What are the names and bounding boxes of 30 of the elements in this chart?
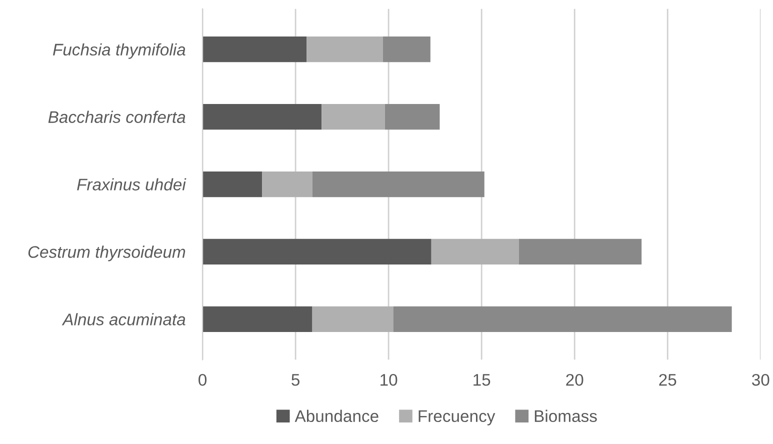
bar bbox=[202, 306, 312, 332]
x-tick-label: 5 bbox=[292, 374, 300, 386]
x-tick-label: 20 bbox=[566, 374, 584, 386]
bar bbox=[306, 36, 383, 62]
bar bbox=[312, 171, 484, 198]
bar bbox=[262, 171, 312, 198]
bar bbox=[393, 306, 732, 332]
bar bbox=[518, 238, 642, 265]
x-tick-label: 10 bbox=[380, 374, 398, 386]
bar bbox=[202, 238, 432, 265]
y-tick-label: Cestrum thyrsoideum bbox=[28, 246, 186, 262]
x-tick-label: 15 bbox=[474, 374, 490, 386]
legend-label: Abundance bbox=[294, 410, 378, 422]
y-tick-label: Fraxinus uhdei bbox=[77, 178, 186, 190]
bar bbox=[202, 171, 262, 198]
bar bbox=[382, 36, 430, 62]
y-tick-label: Baccharis conferta bbox=[48, 110, 186, 124]
bar bbox=[202, 36, 307, 62]
bar bbox=[312, 306, 394, 332]
bar bbox=[431, 238, 519, 265]
legend-label: Frecuency bbox=[418, 410, 496, 426]
x-tick-label: 0 bbox=[198, 374, 207, 386]
bar bbox=[384, 104, 440, 130]
x-tick-label: 30 bbox=[752, 374, 770, 386]
bar bbox=[322, 104, 385, 130]
x-tick-label: 25 bbox=[659, 374, 676, 386]
legend-label: Biomass bbox=[534, 410, 597, 422]
bar bbox=[202, 104, 322, 130]
y-tick-label: Fuchsia thymifolia bbox=[52, 43, 186, 59]
y-tick-label: Alnus acuminata bbox=[62, 313, 186, 326]
